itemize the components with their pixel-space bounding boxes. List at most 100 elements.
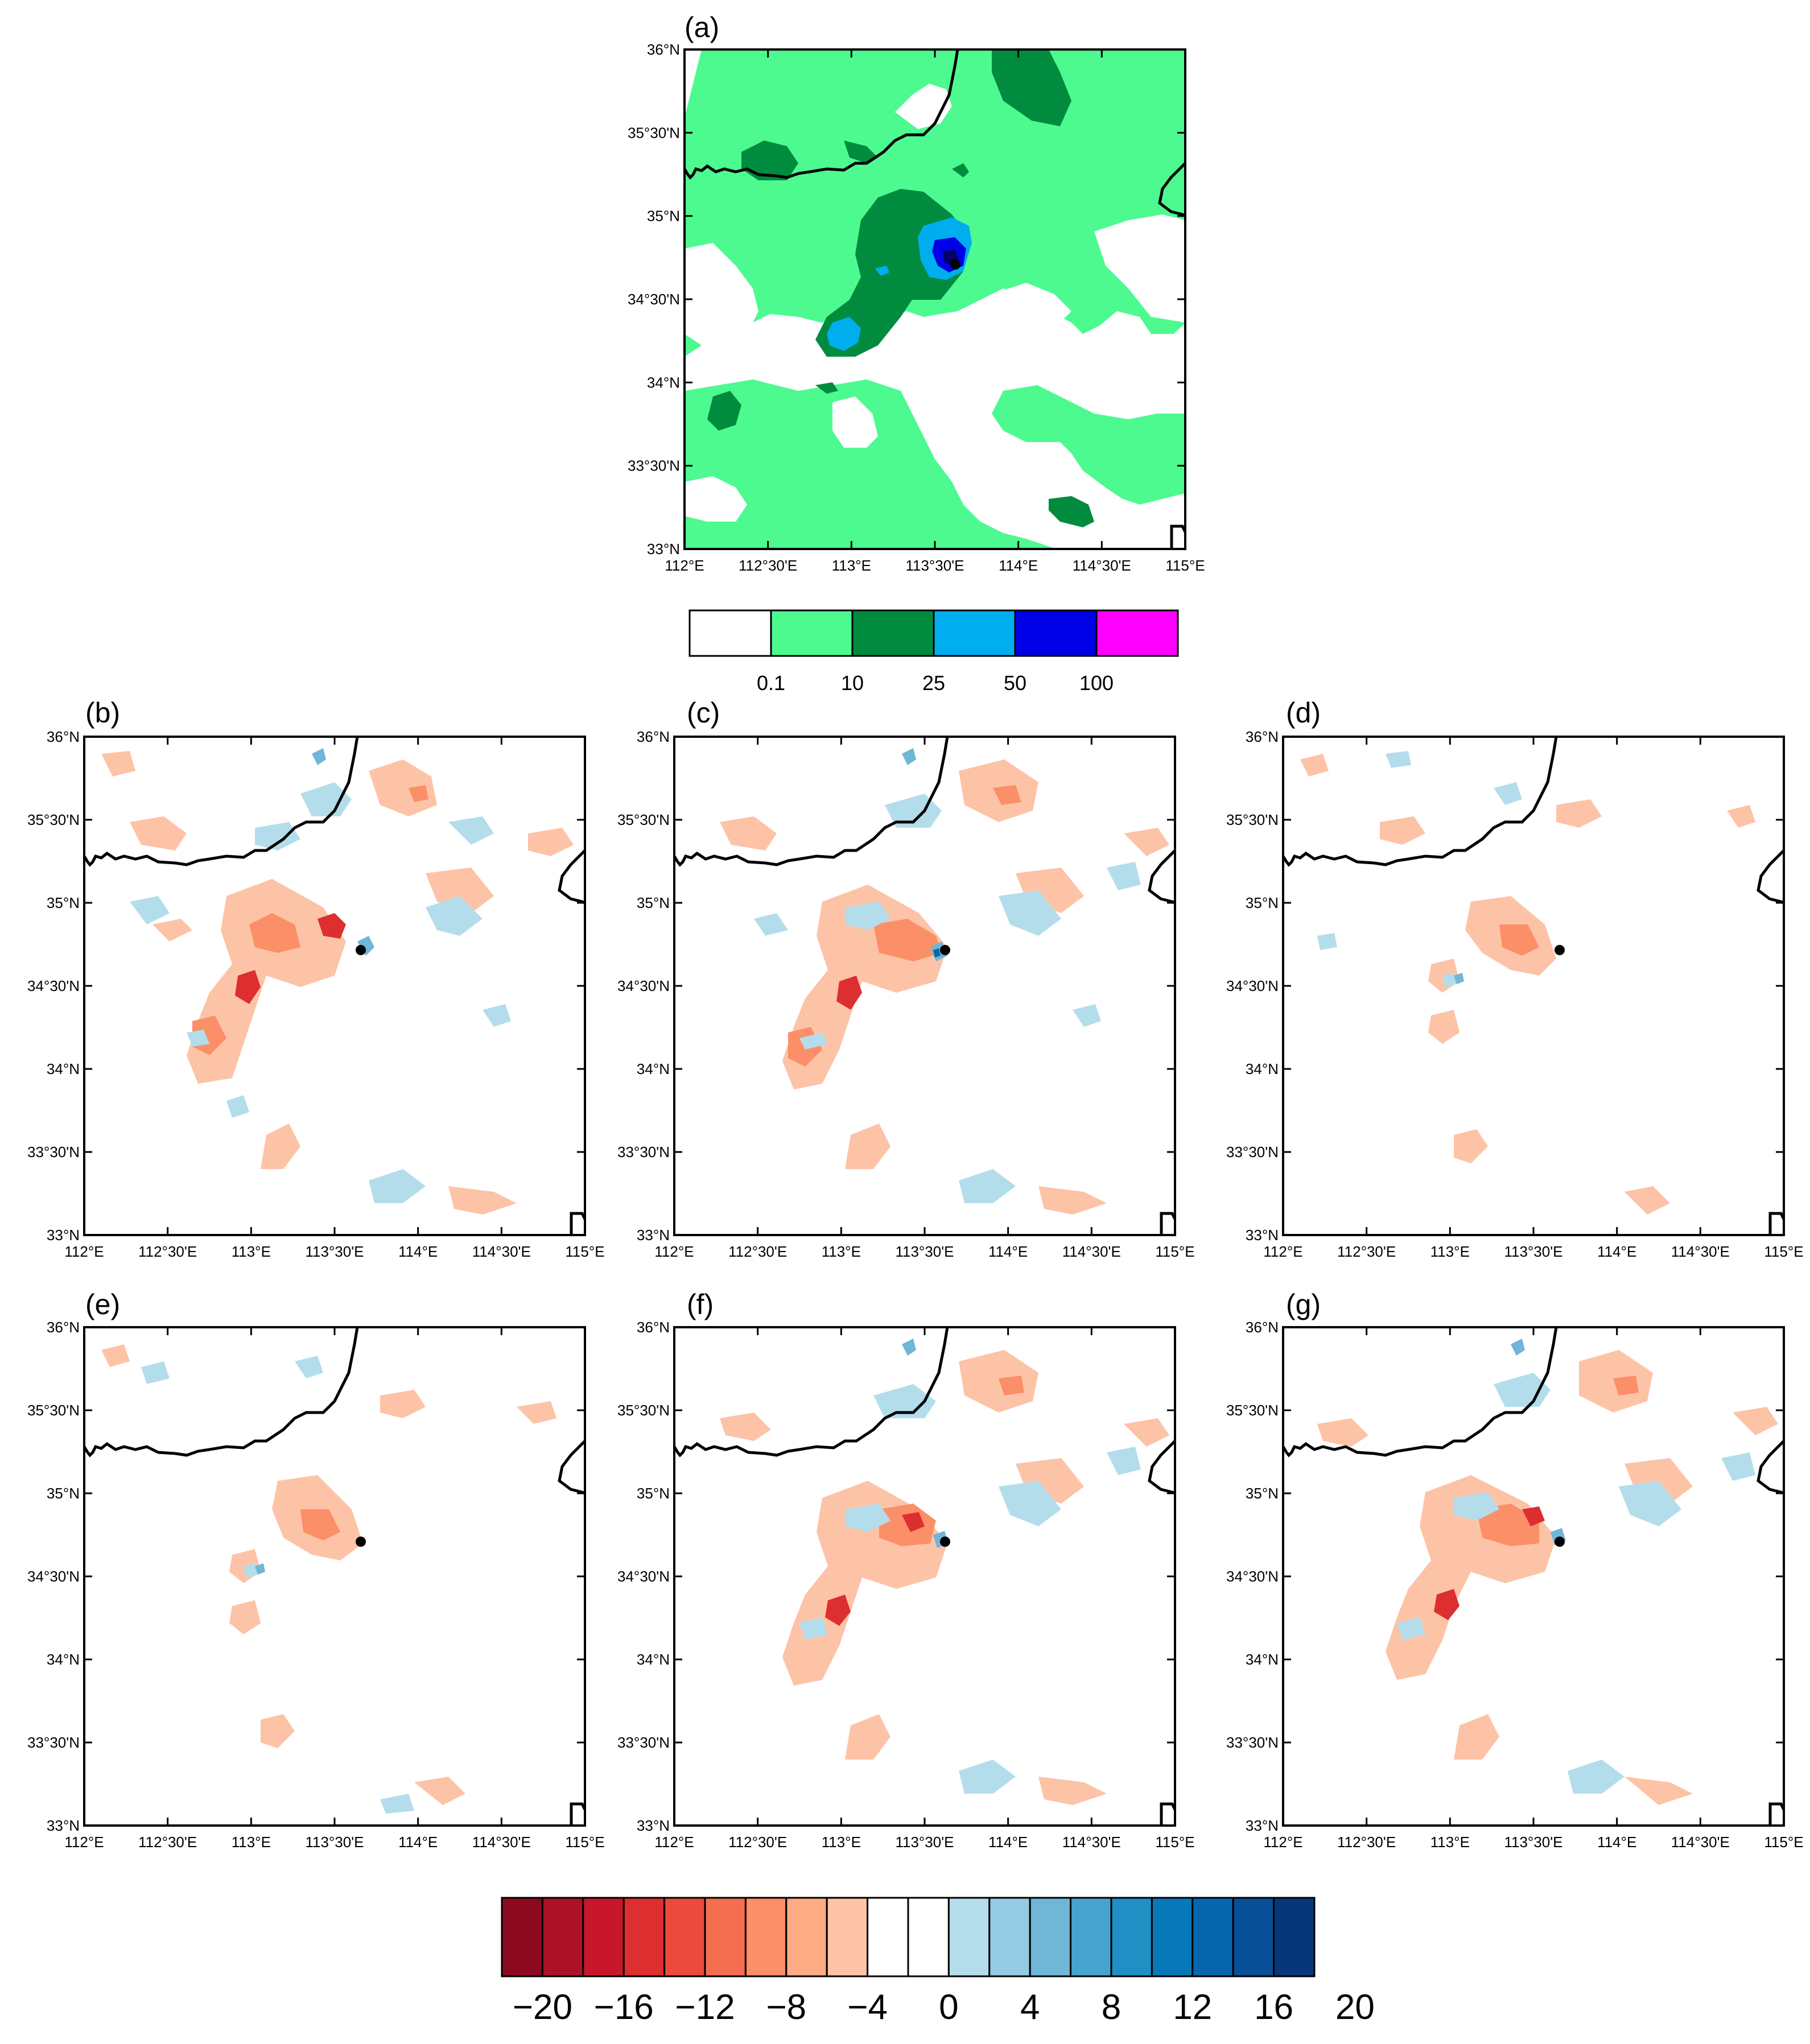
panel-e: 33°N 33°30'N 34°N 34°30'N 35°N 35°30'N 36°N 112… <box>27 1319 605 1851</box>
colorbar-swatch <box>1232 1897 1275 1977</box>
lon-tick-label: 114°E <box>988 1243 1028 1260</box>
lat-tick-label: 35°N <box>1246 1485 1279 1502</box>
lon-tick-label: 114°30'E <box>472 1834 531 1851</box>
colorbar-swatch <box>1273 1897 1316 1977</box>
panel-label-g: (g) <box>1286 1289 1321 1320</box>
lat-tick-label: 33°30'N <box>27 1734 80 1751</box>
station-dot <box>1555 945 1565 955</box>
lon-tick-label: 113°30'E <box>305 1834 364 1851</box>
lat-tick-label: 34°N <box>47 1060 80 1077</box>
lon-tick-label: 113°30'E <box>305 1243 364 1260</box>
lon-tick-label: 112°30'E <box>739 557 797 574</box>
station-dot <box>940 1537 950 1547</box>
lat-tick-label: 34°30'N <box>27 1568 80 1585</box>
panel-a: 33°N 33°30'N 34°N 34°30'N 35°N 35°30'N 36°N 112… <box>628 41 1205 574</box>
lat-tick-label: 34°30'N <box>617 977 670 994</box>
lon-tick-label: 112°30'E <box>138 1243 197 1260</box>
colorbar-label: 100 <box>1079 671 1114 695</box>
lat-tick-label: 35°N <box>1246 894 1279 911</box>
lat-tick-label: 33°30'N <box>617 1143 670 1161</box>
colorbar-swatch <box>1070 1897 1112 1977</box>
lon-tick-label: 115°E <box>1155 1243 1194 1260</box>
lon-tick-label: 113°E <box>1430 1834 1470 1851</box>
colorbar-label: −8 <box>766 1988 806 2027</box>
lon-tick-label: 114°30'E <box>1062 1243 1121 1260</box>
lat-tick-label: 33°30'N <box>628 457 680 474</box>
lon-tick-label: 114°E <box>999 557 1038 574</box>
lon-tick-label: 114°E <box>398 1243 438 1260</box>
lat-tick-label: 34°N <box>1246 1651 1279 1668</box>
colorbar-label: 4 <box>1020 1988 1040 2027</box>
lat-tick-label: 34°N <box>1246 1060 1279 1077</box>
lat-tick-label: 34°30'N <box>1226 977 1279 994</box>
lon-tick-label: 115°E <box>565 1243 604 1260</box>
station-dot <box>1555 1537 1565 1547</box>
lon-tick-label: 114°E <box>988 1834 1028 1851</box>
lon-tick-label: 114°30'E <box>1671 1243 1730 1260</box>
colorbar-swatch <box>851 609 935 657</box>
diff-field <box>720 1339 1169 1805</box>
lon-tick-label: 112°30'E <box>138 1834 197 1851</box>
lon-tick-label: 112°E <box>64 1834 104 1851</box>
diff-field <box>101 748 574 1215</box>
lat-tick-label: 36°N <box>47 728 80 745</box>
lat-tick-label: 33°N <box>1246 1227 1279 1244</box>
lon-tick-label: 113°30'E <box>895 1834 954 1851</box>
lon-tick-label: 114°E <box>1597 1834 1636 1851</box>
colorbar-label: −12 <box>675 1988 735 2027</box>
colorbar-swatch <box>688 609 772 657</box>
lat-tick-label: 35°30'N <box>27 1402 80 1419</box>
diff-field <box>720 748 1169 1215</box>
lon-tick-label: 114°30'E <box>1073 557 1131 574</box>
lat-tick-label: 35°30'N <box>628 124 680 141</box>
lat-tick-label: 34°N <box>637 1060 670 1077</box>
lat-tick-label: 34°30'N <box>1226 1568 1279 1585</box>
lat-tick-label: 35°30'N <box>617 1402 670 1419</box>
lon-tick-label: 114°30'E <box>1671 1834 1730 1851</box>
panel-label-c: (c) <box>687 697 720 729</box>
panel-g: 33°N 33°30'N 34°N 34°30'N 35°N 35°30'N 36°N 112… <box>1226 1319 1804 1851</box>
colorbar-swatch <box>907 1897 950 1977</box>
lon-tick-label: 112°30'E <box>1337 1834 1396 1851</box>
colorbar-swatch <box>1095 609 1179 657</box>
lon-tick-label: 113°30'E <box>905 557 964 574</box>
panel-label-b: (b) <box>85 697 120 729</box>
panel-label-a: (a) <box>685 11 719 43</box>
colorbar-label: 50 <box>1004 671 1026 695</box>
colorbar-swatch <box>1191 1897 1234 1977</box>
lat-tick-label: 33°30'N <box>1226 1143 1279 1161</box>
lon-tick-label: 114°30'E <box>1062 1834 1121 1851</box>
panel-c: 33°N 33°30'N 34°N 34°30'N 35°N 35°30'N 36°N 112… <box>617 728 1195 1260</box>
lon-tick-label: 115°E <box>1764 1243 1803 1260</box>
colorbar-swatch <box>770 609 854 657</box>
lat-tick-label: 33°30'N <box>617 1734 670 1751</box>
lat-tick-label: 35°N <box>47 1485 80 1502</box>
colorbar-swatch <box>663 1897 706 1977</box>
colorbar-swatch <box>501 1897 543 1977</box>
lon-tick-label: 112°E <box>654 1834 694 1851</box>
lon-tick-label: 113°30'E <box>895 1243 954 1260</box>
lat-tick-label: 35°N <box>637 894 670 911</box>
lat-tick-label: 33°N <box>1246 1817 1279 1834</box>
lat-tick-label: 34°N <box>47 1651 80 1668</box>
colorbar-swatch <box>947 1897 991 1977</box>
lat-tick-label: 33°N <box>47 1227 80 1244</box>
precip-colorbar: 0.1 10 25 50 100 <box>688 609 1179 695</box>
lat-tick-label: 35°30'N <box>27 811 80 828</box>
lat-tick-label: 33°30'N <box>1226 1734 1279 1751</box>
lat-tick-label: 33°N <box>47 1817 80 1834</box>
lat-tick-label: 35°N <box>647 208 680 225</box>
lon-tick-label: 112°E <box>654 1243 694 1260</box>
lat-tick-label: 33°30'N <box>27 1143 80 1161</box>
station-dot <box>356 1537 366 1547</box>
lon-tick-label: 112°30'E <box>1337 1243 1396 1260</box>
lon-tick-label: 112°E <box>1263 1243 1302 1260</box>
colorbar-swatch <box>1151 1897 1194 1977</box>
colorbar-swatch <box>541 1897 584 1977</box>
colorbar-label: 10 <box>841 671 864 695</box>
lat-tick-label: 36°N <box>637 1319 670 1336</box>
colorbar-label: −20 <box>513 1988 572 2027</box>
lon-tick-label: 113°30'E <box>1504 1243 1562 1260</box>
colorbar-swatch <box>1014 609 1098 657</box>
lat-tick-label: 35°N <box>637 1485 670 1502</box>
